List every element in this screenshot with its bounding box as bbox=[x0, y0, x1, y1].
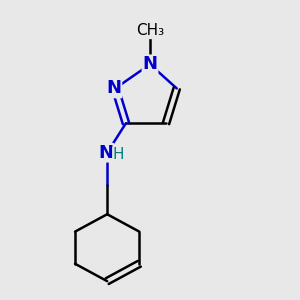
Text: H: H bbox=[113, 147, 124, 162]
Text: N: N bbox=[142, 55, 158, 73]
Text: N: N bbox=[106, 80, 122, 98]
Text: CH₃: CH₃ bbox=[136, 23, 164, 38]
Text: N: N bbox=[98, 144, 113, 162]
